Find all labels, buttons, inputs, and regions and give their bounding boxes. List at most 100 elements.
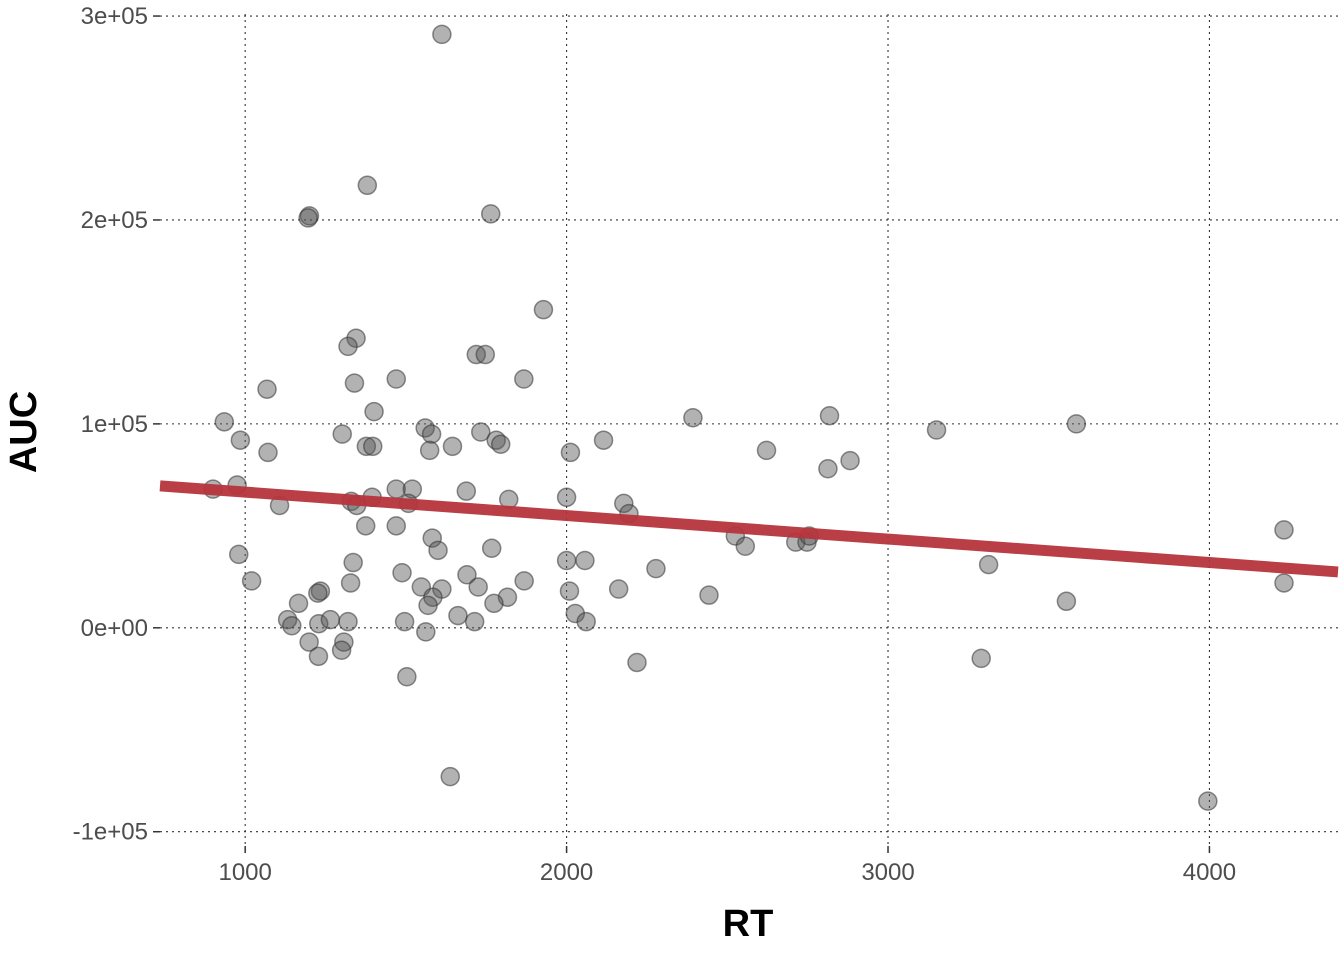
data-point xyxy=(1274,573,1294,593)
data-point xyxy=(575,550,595,571)
x-tick-label: 4000 xyxy=(1183,859,1236,886)
data-point xyxy=(480,204,501,224)
data-point xyxy=(432,24,452,45)
data-point xyxy=(818,458,838,479)
data-point xyxy=(320,609,341,630)
x-tick-label: 2000 xyxy=(540,859,593,886)
data-point xyxy=(338,611,358,632)
ticks-layer xyxy=(153,15,1211,853)
data-point xyxy=(1066,414,1087,434)
data-point xyxy=(394,611,415,632)
data-point xyxy=(1056,591,1077,612)
data-point xyxy=(418,595,438,616)
data-point xyxy=(357,175,378,196)
data-point xyxy=(1274,520,1294,540)
data-point xyxy=(428,540,448,561)
data-point xyxy=(363,436,383,457)
y-tick-label: -1e+05 xyxy=(73,819,148,846)
grid-layer xyxy=(160,14,1338,846)
y-axis-title: AUC xyxy=(3,391,45,473)
y-tick-label: 3e+05 xyxy=(81,3,148,30)
data-point xyxy=(299,632,319,652)
data-point xyxy=(386,369,406,389)
data-point xyxy=(556,550,577,571)
data-point xyxy=(422,528,442,548)
data-point xyxy=(332,424,352,444)
data-point xyxy=(340,573,361,593)
data-point xyxy=(386,516,406,536)
trend-line xyxy=(159,480,1339,578)
data-point xyxy=(481,538,502,559)
data-point xyxy=(448,605,468,626)
data-point xyxy=(346,328,366,348)
data-point xyxy=(457,565,477,585)
data-point xyxy=(593,430,614,450)
data-point xyxy=(556,487,577,508)
data-point xyxy=(756,440,777,461)
data-point xyxy=(456,481,477,501)
data-point xyxy=(257,379,277,399)
data-point xyxy=(338,336,358,357)
data-point xyxy=(475,344,496,365)
trend-layer xyxy=(159,480,1339,578)
data-point xyxy=(416,622,436,642)
data-point xyxy=(331,640,352,660)
data-point xyxy=(978,554,999,575)
data-point xyxy=(971,648,991,669)
data-point xyxy=(419,440,440,461)
data-point xyxy=(699,585,719,605)
tick-labels-layer: 1000 2000 3000 4000 -1e+05 0e+00 1e+05 2e+05 3e+… xyxy=(73,3,1237,886)
data-point xyxy=(646,558,666,579)
data-point xyxy=(1198,791,1218,811)
data-point xyxy=(241,571,262,591)
data-point xyxy=(735,536,756,556)
data-point xyxy=(627,652,647,673)
data-point xyxy=(355,516,376,536)
data-point xyxy=(343,552,363,573)
data-point xyxy=(608,579,629,599)
data-point xyxy=(308,583,328,603)
data-point xyxy=(442,436,463,457)
data-point xyxy=(514,571,534,591)
y-tick-label: 2e+05 xyxy=(81,207,148,234)
data-point xyxy=(559,581,580,601)
data-point xyxy=(214,412,235,432)
data-point xyxy=(819,405,840,426)
data-point xyxy=(309,613,329,634)
data-point xyxy=(258,442,278,463)
x-tick-label: 1000 xyxy=(218,859,271,886)
data-point xyxy=(288,593,309,614)
y-tick-label: 0e+00 xyxy=(81,615,148,642)
data-point xyxy=(614,493,634,514)
x-axis-title: RT xyxy=(723,903,774,945)
data-point xyxy=(840,450,860,471)
data-point xyxy=(308,646,329,667)
data-point xyxy=(344,373,365,393)
points-layer xyxy=(203,24,1294,811)
data-point xyxy=(230,430,251,450)
data-point xyxy=(576,611,596,632)
data-point xyxy=(282,616,302,636)
data-point xyxy=(560,442,581,463)
y-tick-label: 1e+05 xyxy=(81,411,148,438)
data-point xyxy=(402,479,423,499)
data-point xyxy=(464,611,485,632)
data-point xyxy=(421,424,442,444)
data-point xyxy=(298,208,318,228)
data-point xyxy=(468,577,488,597)
data-point xyxy=(533,299,554,320)
data-point xyxy=(392,562,412,583)
data-point xyxy=(514,369,534,389)
data-point xyxy=(926,420,947,440)
data-point xyxy=(356,436,377,457)
data-point xyxy=(471,422,491,442)
data-point xyxy=(484,593,504,614)
data-point xyxy=(386,479,406,499)
data-point xyxy=(683,408,703,428)
data-point xyxy=(440,766,460,787)
data-point xyxy=(490,434,511,455)
x-tick-label: 3000 xyxy=(861,859,914,886)
data-point xyxy=(397,666,417,687)
data-point xyxy=(364,401,384,422)
